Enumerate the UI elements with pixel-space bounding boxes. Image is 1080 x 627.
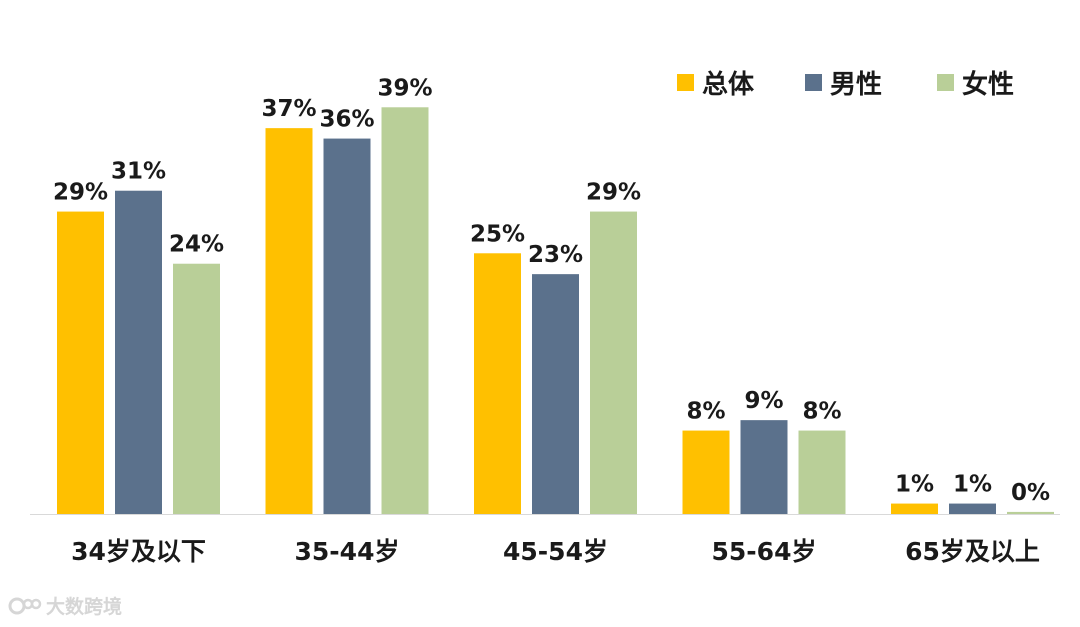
bar xyxy=(949,503,996,514)
category-label: 45-54岁 xyxy=(503,537,608,566)
data-label: 1% xyxy=(895,472,934,498)
data-label: 25% xyxy=(470,221,525,247)
bar xyxy=(173,263,220,514)
legend-swatch xyxy=(677,74,694,91)
bar xyxy=(798,430,846,514)
data-label: 1% xyxy=(953,472,992,498)
watermark: 大数跨境 xyxy=(8,592,122,619)
data-label: 29% xyxy=(586,180,641,206)
data-label: 39% xyxy=(377,75,432,101)
watermark-text: 大数跨境 xyxy=(46,596,123,618)
bar xyxy=(590,211,637,515)
bar xyxy=(474,253,521,515)
bar xyxy=(57,211,104,515)
bar xyxy=(1007,511,1054,514)
bar xyxy=(381,107,429,515)
category-label: 65岁及以上 xyxy=(905,537,1040,566)
bar xyxy=(532,274,579,514)
data-label: 9% xyxy=(744,388,783,414)
category-label: 34岁及以下 xyxy=(71,537,206,566)
bar xyxy=(682,430,730,514)
bar xyxy=(740,420,788,514)
category-label: 35-44岁 xyxy=(295,537,400,566)
data-label: 36% xyxy=(319,107,374,133)
legend-swatch xyxy=(937,74,954,91)
bar xyxy=(891,503,938,514)
bar xyxy=(323,138,371,515)
legend-label: 男性 xyxy=(830,70,882,100)
data-label: 8% xyxy=(686,399,725,425)
category-label: 55-64岁 xyxy=(712,537,817,566)
legend-label: 总体 xyxy=(702,70,755,100)
data-label: 24% xyxy=(169,232,224,258)
bar xyxy=(265,128,313,514)
legend-label: 女性 xyxy=(962,69,1014,100)
data-label: 23% xyxy=(528,242,583,268)
bar xyxy=(115,190,162,514)
logo-icon xyxy=(8,597,42,614)
data-label: 0% xyxy=(1011,480,1050,506)
data-label: 29% xyxy=(53,180,108,206)
data-label: 37% xyxy=(261,96,316,122)
legend-swatch xyxy=(805,74,822,91)
data-label: 31% xyxy=(111,159,166,185)
data-label: 8% xyxy=(802,399,841,425)
